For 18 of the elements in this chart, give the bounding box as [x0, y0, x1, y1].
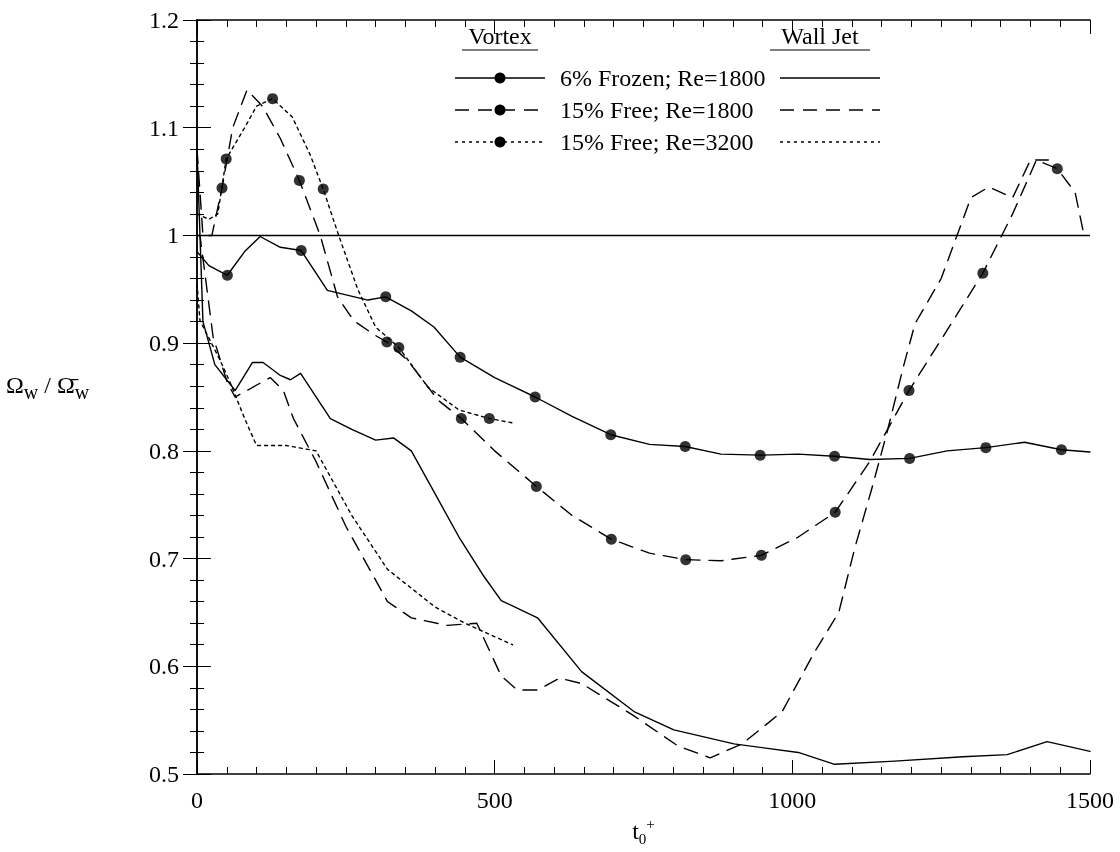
- x-tick-label: 1500: [1066, 787, 1114, 813]
- y-tick-label: 0.5: [149, 761, 179, 787]
- y-tick-label: 1.2: [149, 7, 179, 33]
- x-tick-label: 0: [191, 787, 203, 813]
- x-tick-label: 500: [476, 787, 513, 813]
- x-tick-label: 1000: [768, 787, 817, 813]
- y-tick-label: 1: [167, 222, 179, 249]
- y-tick-label: 0.6: [149, 653, 179, 680]
- y-tick-label: 0.9: [149, 330, 179, 357]
- legend-label: 15% Free; Re=1800: [560, 97, 754, 123]
- annotation: Wall Jet: [781, 23, 860, 49]
- legend-label: 15% Free; Re=3200: [560, 129, 754, 155]
- y-tick-label: 1.1: [149, 114, 179, 141]
- y-axis-title: Ω$_{w}$ / Ω̄$_{w}$: [6, 372, 90, 404]
- annotation: Vortex: [468, 23, 532, 49]
- legend-label: 6% Frozen; Re=1800: [560, 65, 766, 91]
- y-tick-label: 0.8: [149, 437, 179, 464]
- y-tick-label: 0.7: [149, 545, 179, 572]
